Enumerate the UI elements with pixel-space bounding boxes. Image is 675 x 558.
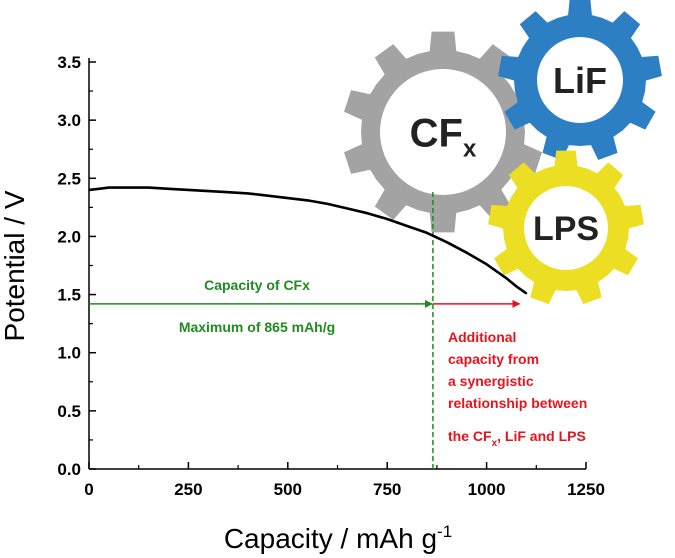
y-tick-label: 3.0 — [57, 111, 81, 130]
y-tick-label: 3.5 — [57, 53, 81, 72]
data-point — [107, 186, 110, 189]
data-point — [485, 263, 488, 266]
annotation-red-line-4: relationship between — [448, 395, 587, 411]
data-point — [386, 218, 389, 220]
data-point — [147, 186, 150, 189]
data-point — [306, 199, 309, 202]
gear-lif: LiF — [498, 0, 662, 160]
data-point — [286, 197, 289, 199]
data-point — [515, 285, 518, 288]
annotation-maximum-865: Maximum of 865 mAh/g — [179, 319, 335, 335]
data-point — [187, 189, 190, 191]
data-point — [406, 225, 408, 227]
gear-lif-label: LiF — [553, 60, 607, 101]
x-axis-title: Capacity / mAh g-1 — [224, 522, 452, 554]
discharge-curve-0 — [88, 186, 528, 295]
annotation-red-line-3: a synergistic — [448, 373, 534, 389]
gears-illustration: CFx LiF LPS — [344, 0, 662, 305]
annotation-red-line-5: the CFx, LiF and LPS — [448, 428, 586, 449]
data-point — [326, 202, 329, 205]
data-point — [88, 189, 90, 191]
plot-layer: 0.0 0.5 1.0 1.5 2.0 2.5 3.0 3.5 0 250 500 750 1000 12… — [57, 53, 605, 499]
data-point — [127, 186, 130, 189]
gear-cfx-hole — [380, 69, 506, 195]
data-point — [346, 207, 349, 210]
y-axis-title: Potential / V — [0, 190, 30, 341]
data-point — [505, 277, 508, 280]
data-point — [98, 187, 100, 190]
annotation-red-line-1: Additional — [448, 329, 516, 345]
data-point — [247, 192, 249, 195]
data-point — [227, 191, 230, 194]
data-point — [267, 194, 269, 197]
annotations: Capacity of CFx Maximum of 865 mAh/g Add… — [179, 277, 587, 449]
data-point — [366, 212, 369, 215]
x-tick-label: 750 — [373, 480, 401, 499]
y-tick-label: 1.5 — [57, 286, 81, 305]
data-point — [207, 190, 210, 192]
gear-lps-label: LPS — [533, 210, 599, 248]
gear-lif-hole — [537, 37, 623, 123]
annotation-capacity-cfx: Capacity of CFx — [204, 277, 310, 293]
data-point — [525, 292, 528, 295]
data-point — [445, 241, 448, 244]
gear-lps: LPS — [488, 150, 644, 305]
y-tick-label: 1.0 — [57, 344, 81, 363]
gear-lps-hole — [524, 186, 608, 270]
data-point — [436, 236, 438, 239]
x-tick-label: 500 — [274, 480, 302, 499]
y-tick-label: 0.0 — [57, 460, 81, 479]
x-tick-label: 0 — [84, 480, 93, 499]
x-tick-label: 250 — [174, 480, 202, 499]
x-tick-label: 1000 — [468, 480, 506, 499]
gear-cfx: CFx — [344, 31, 542, 233]
data-point — [167, 187, 170, 190]
x-tick-label: 1250 — [567, 480, 605, 499]
data-point — [426, 232, 428, 234]
y-tick-label: 2.0 — [57, 227, 81, 246]
y-tick-label: 2.5 — [57, 169, 81, 188]
gear-cfx-label: CFx — [410, 111, 477, 162]
data-point — [465, 251, 468, 254]
annotation-red-line-2: capacity from — [448, 351, 539, 367]
y-tick-label: 0.5 — [57, 402, 81, 421]
